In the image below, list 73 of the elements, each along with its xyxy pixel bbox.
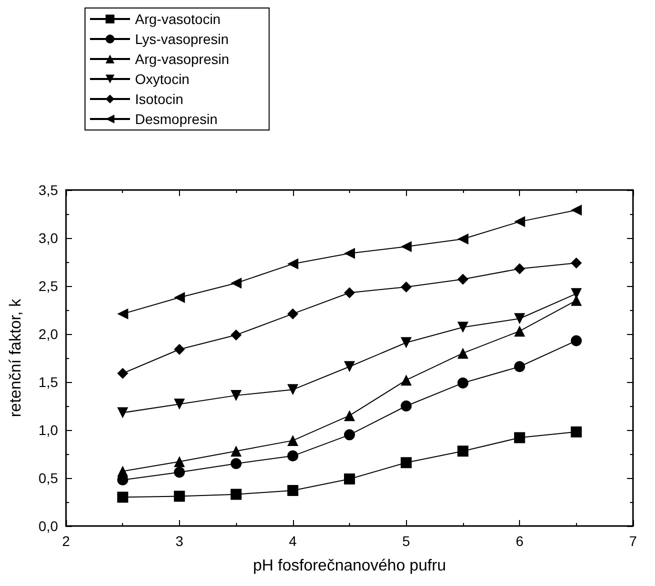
y-tick-label: 1,0	[38, 422, 58, 438]
point	[117, 368, 128, 379]
point	[287, 258, 298, 270]
x-tick-label: 3	[176, 533, 184, 549]
point	[117, 466, 128, 477]
y-tick-label: 2,0	[38, 326, 58, 342]
point	[174, 292, 185, 304]
point	[457, 322, 468, 333]
x-tick-label: 7	[629, 533, 638, 549]
point	[514, 432, 526, 444]
point	[570, 426, 582, 438]
point	[457, 348, 468, 359]
legend-label: Oxytocin	[135, 71, 190, 87]
point	[457, 377, 468, 388]
point	[287, 484, 298, 496]
legend-label: Desmopresin	[135, 111, 218, 127]
point	[514, 216, 526, 228]
point	[174, 456, 185, 468]
y-tick-label: 1,5	[38, 374, 58, 390]
point	[230, 329, 242, 340]
legend-label: Lys-vasopresin	[135, 31, 229, 47]
y-tick-label: 0,5	[38, 470, 58, 486]
x-tick-label: 5	[402, 533, 410, 549]
point	[117, 492, 128, 503]
point	[570, 335, 582, 346]
x-tick-label: 4	[288, 533, 297, 549]
x-tick-label: 6	[516, 533, 524, 549]
legend-label: Isotocin	[135, 91, 184, 107]
point	[400, 400, 412, 412]
point	[514, 313, 526, 324]
point	[344, 248, 355, 259]
y-tick-label: 0,0	[38, 518, 58, 534]
point	[230, 446, 242, 457]
y-axis-title: retenční faktor, k	[8, 298, 24, 418]
point	[570, 257, 582, 268]
point	[344, 361, 355, 372]
point	[514, 361, 526, 372]
point	[230, 390, 242, 401]
point	[287, 384, 298, 396]
x-axis-title: pH fosforečnanového pufru	[252, 558, 446, 574]
point	[570, 204, 582, 216]
point	[457, 446, 468, 457]
y-tick-label: 2,5	[38, 278, 58, 294]
point	[400, 457, 412, 468]
point	[344, 429, 355, 440]
point	[117, 407, 128, 418]
point	[400, 337, 412, 348]
point	[230, 278, 242, 289]
point	[117, 308, 128, 320]
point	[174, 490, 185, 502]
point	[514, 326, 526, 337]
point	[230, 488, 242, 500]
point	[457, 274, 468, 285]
y-tick-label: 3,0	[38, 230, 58, 246]
point	[287, 450, 298, 462]
point	[344, 473, 355, 484]
point	[344, 287, 355, 298]
point	[400, 241, 412, 252]
point	[174, 398, 185, 410]
point	[344, 410, 355, 422]
point	[457, 233, 468, 244]
point	[400, 281, 412, 292]
point	[174, 344, 185, 355]
point	[287, 308, 298, 320]
point	[400, 374, 412, 386]
point	[514, 263, 526, 274]
point	[230, 458, 242, 470]
legend-label: Arg-vasopresin	[135, 51, 230, 67]
point	[174, 466, 185, 478]
legend-label: Arg-vasotocin	[135, 11, 221, 27]
point	[287, 435, 298, 446]
x-tick-label: 2	[62, 533, 70, 549]
y-tick-label: 3,5	[38, 182, 58, 198]
